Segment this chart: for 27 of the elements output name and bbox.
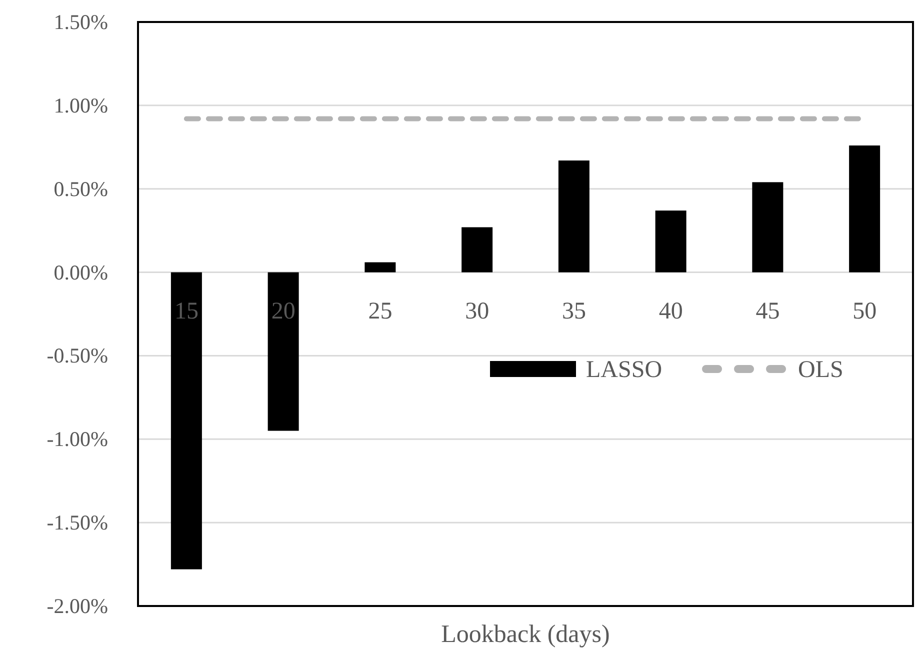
- y-tick-label: 0.00%: [54, 260, 108, 284]
- y-tick-label: 0.50%: [54, 176, 108, 201]
- bar: [752, 182, 784, 272]
- x-tick-label: 30: [465, 298, 490, 324]
- bar: [364, 262, 396, 272]
- bar: [849, 145, 880, 272]
- y-tick-label: -2.00%: [46, 594, 108, 618]
- legend-label: LASSO: [586, 357, 662, 383]
- bar: [268, 272, 299, 431]
- x-tick-label: 15: [174, 298, 198, 324]
- y-tick-label: -0.50%: [46, 344, 108, 368]
- y-tick-label: 1.50%: [54, 10, 108, 34]
- y-tick-label: -1.50%: [46, 510, 108, 535]
- x-tick-label: 40: [658, 298, 683, 324]
- legend-label: OLS: [798, 357, 844, 383]
- y-tick-label: 1.00%: [54, 93, 108, 118]
- bar: [558, 160, 590, 272]
- bar: [170, 272, 202, 570]
- x-tick-label: 45: [756, 298, 780, 324]
- x-tick-label: 20: [271, 298, 296, 324]
- x-tick-label: 25: [368, 298, 392, 324]
- bar: [462, 227, 493, 272]
- bar: [655, 210, 686, 272]
- x-tick-label: 35: [562, 298, 586, 324]
- x-tick-label: 50: [852, 298, 877, 324]
- y-tick-label: -1.00%: [46, 427, 108, 452]
- x-axis-title: Lookback (days): [441, 621, 610, 648]
